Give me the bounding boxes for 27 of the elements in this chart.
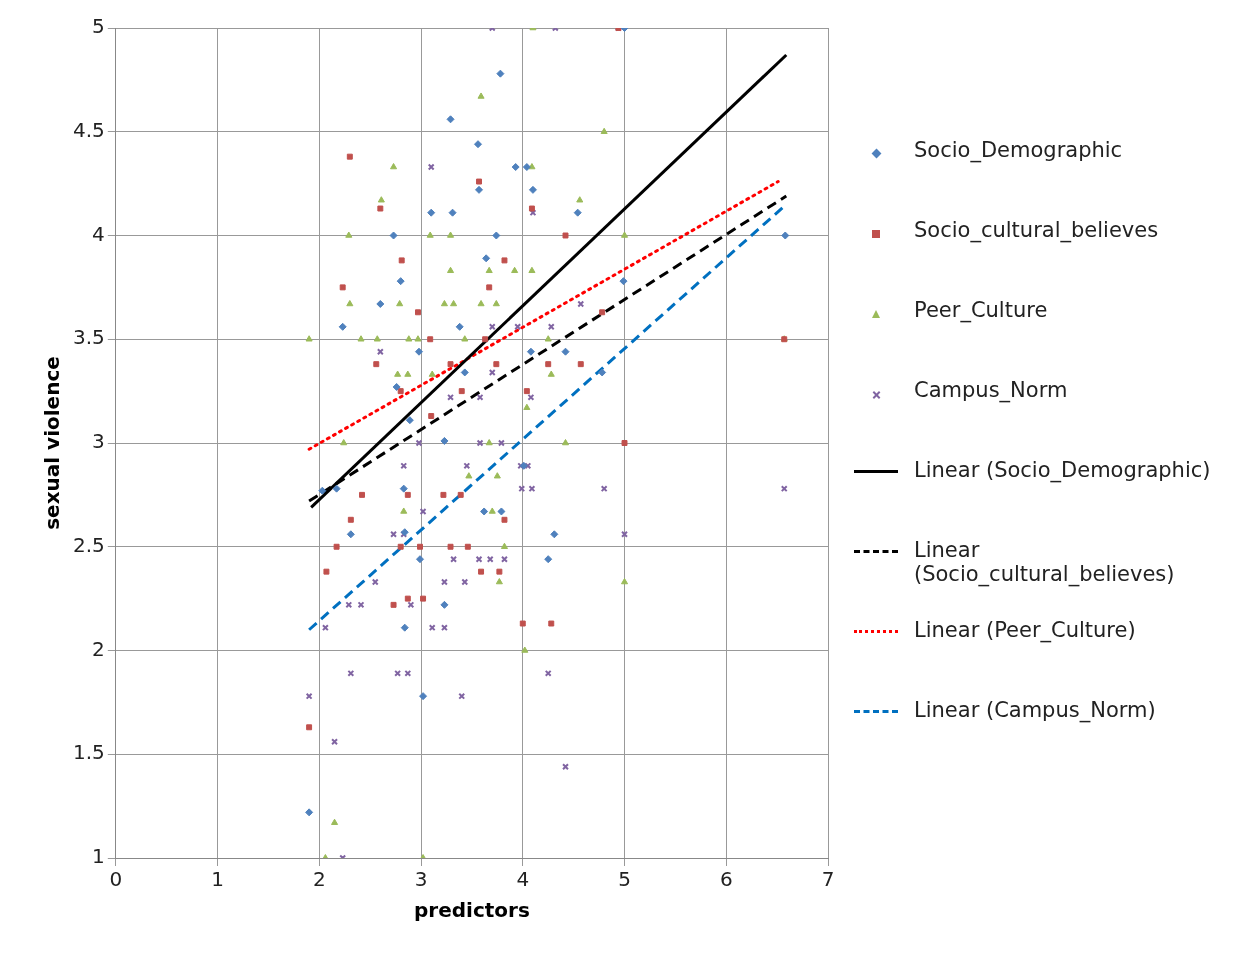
y-tick-label: 2 [92, 636, 105, 661]
legend-label: Linear (Peer_Culture) [914, 618, 1137, 642]
legend-label: Linear (Socio_cultural_believes) [914, 538, 1176, 586]
legend-label: Linear (Socio_Demographic) [914, 458, 1212, 482]
y-tick-label: 4 [92, 221, 105, 246]
y-tick-label: 4.5 [72, 117, 105, 142]
x-tick-label: 7 [821, 867, 835, 892]
x-tick-label: 3 [414, 867, 428, 892]
legend-label: Campus_Norm [914, 378, 1069, 402]
x-tick-label: 4 [516, 867, 530, 892]
x-tick-label: 5 [618, 867, 631, 892]
x-axis-title: predictors [413, 898, 530, 923]
y-tick-label: 2.5 [72, 532, 105, 557]
legend-label: Linear (Campus_Norm) [914, 698, 1157, 722]
legend-label: Peer_Culture [914, 298, 1049, 322]
y-tick-label: 3.5 [72, 325, 105, 350]
y-tick-label: 1.5 [72, 740, 105, 765]
x-tick-label: 6 [719, 867, 733, 892]
y-tick-label: 1 [92, 844, 105, 869]
y-tick-label: 5 [92, 14, 105, 39]
y-tick-label: 3 [92, 429, 105, 454]
x-tick-label: 1 [211, 867, 224, 892]
y-axis-title: sexual violence [40, 356, 65, 530]
legend-label: Socio_cultural_believes [914, 218, 1160, 242]
legend-label: Socio_Demographic [914, 138, 1124, 162]
x-tick-label: 0 [109, 867, 123, 892]
x-tick-label: 2 [312, 867, 326, 892]
